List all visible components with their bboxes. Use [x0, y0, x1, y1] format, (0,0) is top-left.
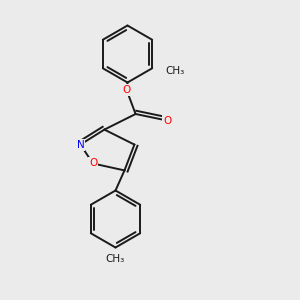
- Text: CH₃: CH₃: [106, 254, 125, 264]
- Text: O: O: [122, 85, 131, 95]
- Text: N: N: [76, 140, 84, 150]
- Text: O: O: [89, 158, 97, 169]
- Text: O: O: [163, 116, 172, 126]
- Text: CH₃: CH₃: [166, 66, 185, 76]
